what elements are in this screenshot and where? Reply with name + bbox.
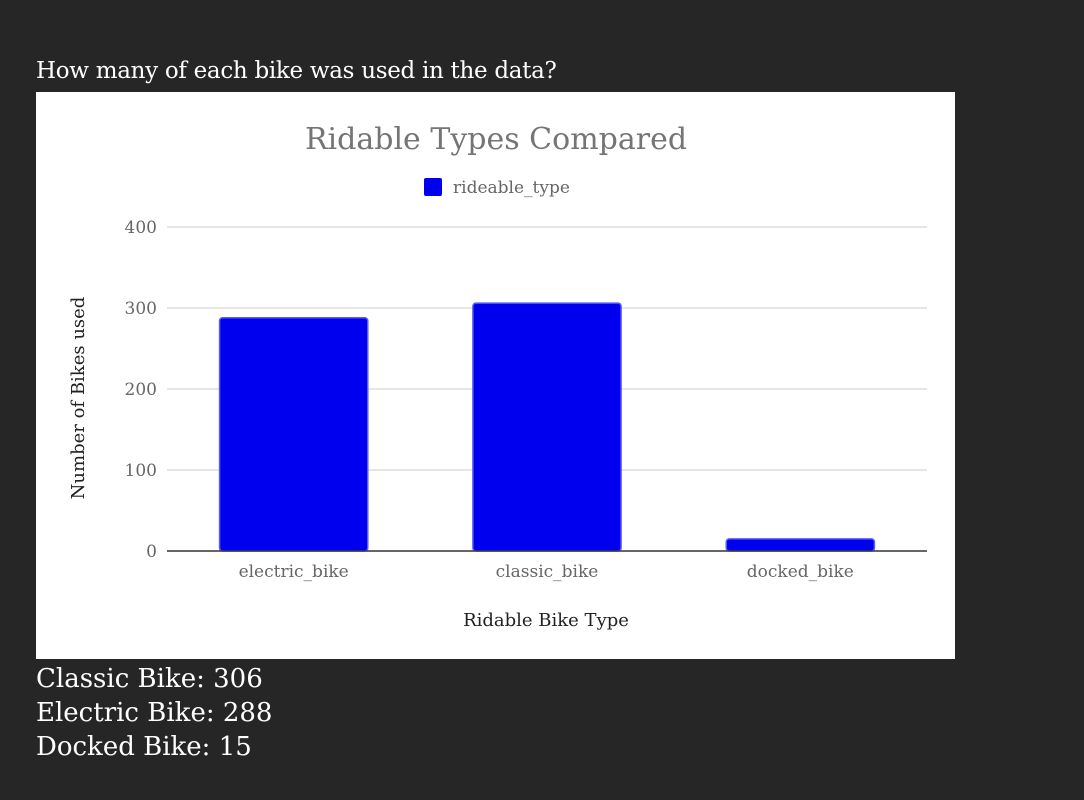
bar-classic-bike bbox=[472, 302, 622, 552]
bars bbox=[218, 302, 876, 552]
y-tick-labels: 0 100 200 300 400 bbox=[125, 218, 157, 562]
y-tick-label: 400 bbox=[125, 218, 157, 238]
x-category-labels: electric_bike classic_bike docked_bike bbox=[239, 562, 854, 582]
x-category-label: electric_bike bbox=[239, 562, 349, 582]
y-tick-label: 300 bbox=[125, 299, 157, 319]
legend-label: rideable_type bbox=[453, 178, 570, 198]
chart-card: Ridable Types Compared rideable_type 0 10… bbox=[36, 92, 955, 659]
y-tick-label: 100 bbox=[125, 461, 157, 481]
summary-item-docked: Docked Bike: 15 bbox=[36, 732, 252, 762]
y-tick-label: 0 bbox=[146, 542, 157, 562]
summary-item-electric: Electric Bike: 288 bbox=[36, 698, 273, 728]
x-category-label: classic_bike bbox=[496, 562, 599, 582]
bar-docked-bike bbox=[725, 538, 876, 552]
legend-swatch bbox=[424, 178, 442, 196]
summary-list: Classic Bike: 306 Electric Bike: 288 Doc… bbox=[36, 662, 272, 764]
bar-electric-bike bbox=[218, 316, 369, 552]
chart-title: Ridable Types Compared bbox=[305, 122, 687, 157]
x-axis-title: Ridable Bike Type bbox=[463, 610, 629, 631]
question-heading: How many of each bike was used in the da… bbox=[36, 58, 557, 84]
y-tick-label: 200 bbox=[125, 380, 157, 400]
y-axis-title: Number of Bikes used bbox=[68, 297, 89, 500]
x-category-label: docked_bike bbox=[747, 562, 854, 582]
bar-chart: Ridable Types Compared rideable_type 0 10… bbox=[68, 122, 927, 631]
summary-item-classic: Classic Bike: 306 bbox=[36, 664, 263, 694]
